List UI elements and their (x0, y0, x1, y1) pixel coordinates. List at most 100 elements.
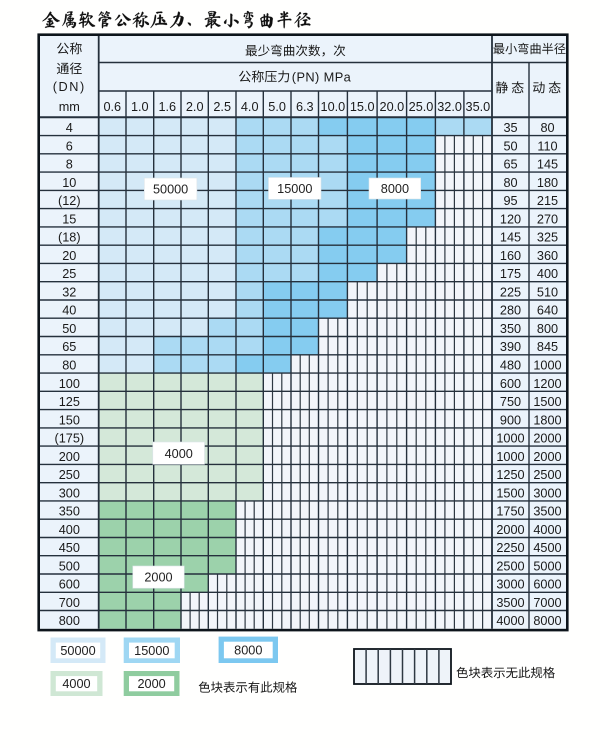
svg-text:1000: 1000 (533, 359, 561, 373)
svg-text:2000: 2000 (144, 571, 172, 585)
svg-text:15: 15 (62, 212, 76, 226)
svg-text:125: 125 (59, 395, 80, 409)
svg-text:215: 215 (537, 194, 558, 208)
svg-text:7000: 7000 (533, 596, 561, 610)
svg-text:2500: 2500 (533, 468, 561, 482)
svg-text:110: 110 (537, 139, 557, 153)
svg-text:8: 8 (66, 158, 73, 172)
svg-text:(175): (175) (54, 432, 84, 446)
svg-text:40: 40 (62, 304, 76, 318)
svg-text:4500: 4500 (533, 541, 561, 555)
svg-text:600: 600 (59, 578, 80, 592)
svg-text:4000: 4000 (496, 614, 524, 628)
svg-text:4000: 4000 (165, 447, 193, 461)
svg-text:50: 50 (62, 322, 76, 336)
svg-text:250: 250 (59, 468, 80, 482)
svg-text:640: 640 (537, 304, 558, 318)
svg-text:160: 160 (500, 249, 521, 263)
svg-text:5000: 5000 (533, 559, 561, 573)
svg-text:145: 145 (537, 158, 558, 172)
svg-text:400: 400 (59, 523, 80, 537)
svg-text:80: 80 (62, 359, 76, 373)
svg-text:6.3: 6.3 (296, 100, 314, 114)
svg-text:6: 6 (66, 139, 73, 153)
svg-text:400: 400 (537, 267, 558, 281)
svg-text:325: 325 (537, 231, 558, 245)
svg-text:50000: 50000 (153, 183, 188, 197)
svg-text:500: 500 (59, 559, 80, 573)
svg-text:2000: 2000 (533, 450, 561, 464)
svg-text:900: 900 (500, 413, 521, 427)
svg-text:150: 150 (59, 413, 80, 427)
svg-text:2000: 2000 (533, 432, 561, 446)
svg-text:270: 270 (537, 212, 558, 226)
svg-text:145: 145 (500, 231, 521, 245)
svg-text:100: 100 (59, 377, 80, 391)
svg-text:(PN) MPa: (PN) MPa (292, 69, 352, 84)
svg-text:8000: 8000 (381, 182, 409, 196)
svg-text:1800: 1800 (533, 413, 561, 427)
svg-text:(DN): (DN) (53, 80, 86, 94)
svg-text:450: 450 (59, 541, 80, 555)
svg-text:10: 10 (62, 176, 76, 190)
svg-text:6000: 6000 (533, 578, 561, 592)
svg-text:1000: 1000 (496, 450, 524, 464)
svg-text:180: 180 (537, 176, 558, 190)
svg-text:4: 4 (66, 121, 73, 135)
svg-text:3000: 3000 (533, 486, 561, 500)
svg-text:15.0: 15.0 (350, 100, 375, 114)
svg-text:95: 95 (503, 194, 517, 208)
svg-text:65: 65 (503, 158, 517, 172)
svg-text:2250: 2250 (496, 541, 524, 555)
svg-text:225: 225 (500, 285, 521, 299)
svg-text:10.0: 10.0 (321, 100, 346, 114)
svg-text:1250: 1250 (496, 468, 524, 482)
svg-text:800: 800 (537, 322, 558, 336)
svg-text:15000: 15000 (277, 182, 312, 196)
svg-text:280: 280 (500, 304, 521, 318)
svg-text:750: 750 (500, 395, 521, 409)
svg-text:8000: 8000 (234, 644, 262, 658)
svg-text:8000: 8000 (533, 614, 561, 628)
svg-text:32.0: 32.0 (437, 100, 462, 114)
svg-text:175: 175 (500, 267, 521, 281)
svg-text:2500: 2500 (496, 559, 524, 573)
svg-text:700: 700 (59, 596, 80, 610)
svg-text:65: 65 (62, 340, 76, 354)
svg-text:510: 510 (537, 285, 558, 299)
svg-text:20: 20 (62, 249, 76, 263)
svg-text:3000: 3000 (496, 578, 524, 592)
svg-text:3500: 3500 (496, 596, 524, 610)
svg-text:360: 360 (537, 249, 558, 263)
svg-text:600: 600 (500, 377, 521, 391)
svg-text:390: 390 (500, 340, 521, 354)
svg-text:50: 50 (503, 139, 517, 153)
svg-text:3500: 3500 (533, 505, 561, 519)
svg-text:1000: 1000 (496, 432, 524, 446)
svg-text:350: 350 (500, 322, 521, 336)
svg-text:1200: 1200 (533, 377, 561, 391)
svg-text:35.0: 35.0 (466, 100, 491, 114)
svg-text:480: 480 (500, 359, 521, 373)
svg-text:1500: 1500 (496, 486, 524, 500)
svg-text:120: 120 (500, 212, 521, 226)
svg-text:1500: 1500 (533, 395, 561, 409)
svg-text:200: 200 (59, 450, 80, 464)
svg-text:1.6: 1.6 (158, 100, 176, 114)
svg-text:300: 300 (59, 486, 80, 500)
svg-text:25: 25 (62, 267, 76, 281)
svg-text:32: 32 (62, 285, 76, 299)
svg-text:(12): (12) (58, 194, 81, 208)
svg-text:4.0: 4.0 (241, 100, 259, 114)
svg-text:(18): (18) (58, 231, 81, 245)
svg-text:35: 35 (503, 121, 517, 135)
svg-text:350: 350 (59, 505, 80, 519)
svg-text:15000: 15000 (134, 644, 169, 658)
svg-text:2000: 2000 (496, 523, 524, 537)
svg-text:20.0: 20.0 (380, 100, 405, 114)
svg-text:4000: 4000 (533, 523, 561, 537)
svg-text:50000: 50000 (60, 644, 95, 658)
svg-text:4000: 4000 (62, 677, 90, 691)
svg-text:25.0: 25.0 (409, 100, 434, 114)
svg-text:1.0: 1.0 (131, 100, 149, 114)
